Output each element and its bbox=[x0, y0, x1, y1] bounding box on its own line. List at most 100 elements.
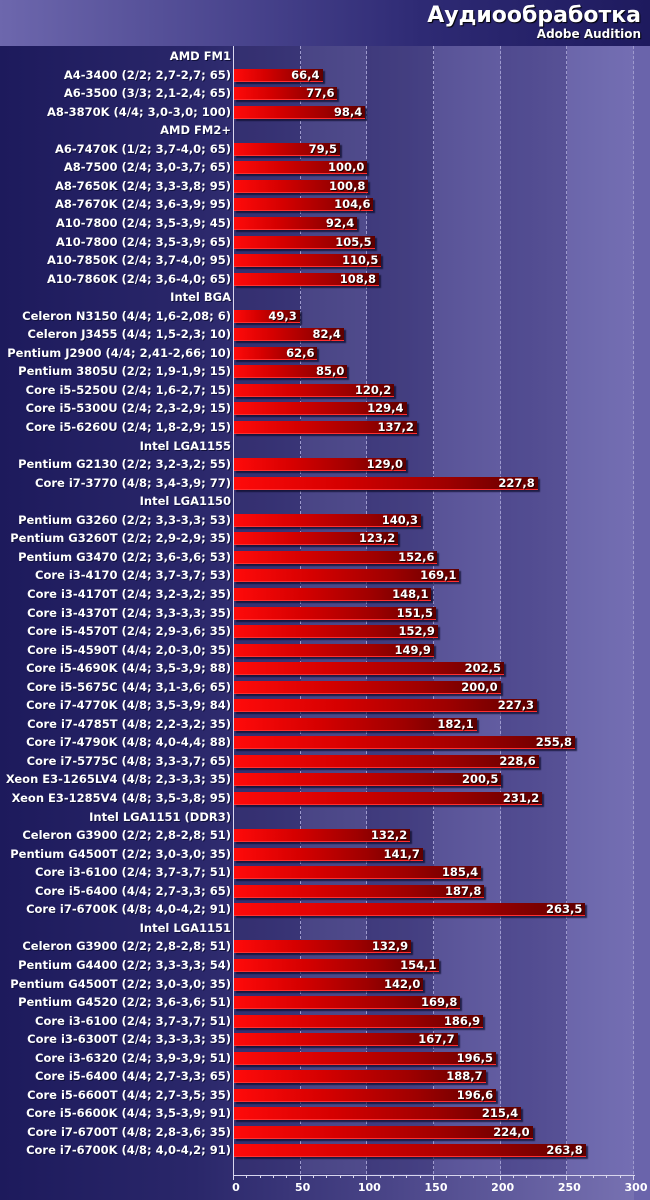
y-axis-line bbox=[233, 46, 234, 1176]
x-minor-tick bbox=[419, 1175, 421, 1178]
bar bbox=[234, 569, 460, 583]
bar-value-label: 152,6 bbox=[398, 549, 435, 564]
bar-value-label: 154,1 bbox=[400, 957, 437, 972]
bar bbox=[234, 476, 538, 490]
bar-value-label: 66,4 bbox=[291, 67, 320, 82]
bar bbox=[234, 272, 380, 286]
bar-value-label: 148,1 bbox=[392, 586, 429, 601]
bar-value-label: 77,6 bbox=[306, 86, 335, 101]
category-label: A8-7670K (2/4; 3,6-3,9; 95) bbox=[54, 197, 231, 212]
category-label: Core i5-4690K (4/4; 3,5-3,9; 88) bbox=[26, 661, 231, 676]
group-label: AMD FM1 bbox=[169, 49, 231, 63]
x-tick-mark bbox=[233, 1175, 234, 1180]
bar-value-label: 255,8 bbox=[535, 735, 573, 750]
bar bbox=[234, 662, 504, 676]
category-label: Core i3-4170 (2/4; 3,7-3,7; 53) bbox=[35, 568, 231, 583]
bar-value-label: 151,5 bbox=[396, 605, 433, 620]
bar bbox=[234, 513, 422, 527]
chart-header: Аудиообработка Adobe Audition bbox=[0, 0, 650, 46]
bar bbox=[234, 198, 374, 212]
category-label: A4-3400 (2/2; 2,7-2,7; 65) bbox=[63, 67, 231, 82]
bar bbox=[234, 829, 411, 843]
category-label: Core i7-5775C (4/8; 3,3-3,7; 65) bbox=[26, 753, 231, 768]
bar-value-label: 152,9 bbox=[398, 624, 435, 639]
bar bbox=[234, 105, 366, 119]
bar bbox=[234, 977, 424, 991]
bar bbox=[234, 884, 485, 898]
bar-value-label: 263,8 bbox=[546, 1143, 583, 1158]
category-label: Core i7-4790K (4/8; 4,0-4,4; 88) bbox=[26, 735, 231, 750]
x-minor-tick bbox=[406, 1175, 408, 1178]
category-label: Pentium G4520 (2/2; 3,6-3,6; 51) bbox=[18, 995, 231, 1010]
category-label: Core i5-6400 (4/4; 2,7-3,3; 65) bbox=[35, 1069, 231, 1084]
bar bbox=[234, 1125, 533, 1139]
x-axis-line bbox=[233, 1175, 635, 1176]
bar-value-label: 108,8 bbox=[339, 271, 377, 286]
bar-value-label: 196,6 bbox=[456, 1087, 494, 1102]
x-tick-label: 100 bbox=[357, 1181, 381, 1194]
x-minor-tick bbox=[473, 1175, 474, 1178]
category-label: Pentium G4500T (2/2; 3,0-3,0; 35) bbox=[10, 846, 231, 861]
group-label: Intel BGA bbox=[170, 290, 231, 305]
bar bbox=[234, 87, 338, 101]
category-label: Pentium G3260 (2/2; 3,3-3,3; 53) bbox=[18, 512, 231, 527]
bar-value-label: 79,5 bbox=[308, 141, 337, 156]
category-label: Core i7-6700K (4/8; 4,0-4,2; 91) bbox=[26, 1143, 231, 1158]
bar-value-label: 224,0 bbox=[493, 1124, 530, 1139]
bar-value-label: 169,8 bbox=[421, 995, 458, 1010]
bar-value-label: 169,1 bbox=[420, 568, 457, 583]
bar bbox=[234, 736, 576, 750]
bar bbox=[234, 216, 358, 230]
bar-value-label: 129,4 bbox=[367, 401, 404, 416]
gridline bbox=[566, 46, 568, 1174]
bar-value-label: 186,9 bbox=[443, 1013, 481, 1028]
bar-value-label: 200,5 bbox=[461, 772, 499, 787]
bar bbox=[234, 550, 438, 564]
category-label: Pentium G3470 (2/2; 3,6-3,6; 53) bbox=[18, 549, 231, 564]
group-label: Intel LGA1151 (DDR3) bbox=[89, 809, 231, 824]
category-label: Core i5-6600T (4/4; 2,7-3,5; 35) bbox=[27, 1087, 231, 1102]
bar bbox=[234, 142, 340, 156]
category-label: Core i5-5675C (4/4; 3,1-3,6; 65) bbox=[26, 679, 231, 694]
bar bbox=[234, 680, 501, 694]
bar bbox=[234, 1107, 522, 1121]
x-minor-tick bbox=[286, 1175, 288, 1178]
bar-value-label: 120,2 bbox=[354, 382, 392, 397]
bar bbox=[234, 1051, 496, 1065]
category-label: Core i7-4770K (4/8; 3,5-3,9; 84) bbox=[26, 698, 231, 713]
bar bbox=[234, 625, 438, 639]
x-minor-tick bbox=[593, 1175, 594, 1178]
x-minor-tick bbox=[459, 1175, 461, 1178]
bar bbox=[234, 903, 586, 917]
category-label: A10-7800 (2/4; 3,5-3,9; 45) bbox=[55, 215, 231, 230]
bar-value-label: 137,2 bbox=[377, 420, 414, 434]
category-label: Core i7-4785T (4/8; 2,2-3,2; 35) bbox=[27, 716, 231, 731]
category-label: Core i5-5250U (2/4; 1,6-2,7; 15) bbox=[25, 382, 231, 397]
bar bbox=[234, 940, 412, 954]
category-label: Core i7-3770 (4/8; 3,4-3,9; 77) bbox=[35, 475, 231, 490]
bar-value-label: 132,9 bbox=[371, 939, 409, 954]
bar bbox=[234, 847, 423, 861]
bar-value-label: 98,4 bbox=[333, 104, 363, 119]
bar bbox=[234, 1144, 586, 1158]
x-minor-tick bbox=[393, 1175, 394, 1178]
category-label: Core i5-4590T (4/4; 2,0-3,0; 35) bbox=[27, 642, 231, 657]
bar-value-label: 132,2 bbox=[370, 828, 408, 843]
x-tick-mark bbox=[499, 1175, 501, 1180]
category-label: A6-7470K (1/2; 3,7-4,0; 65) bbox=[54, 141, 231, 156]
category-label: A6-3500 (3/3; 2,1-2,4; 65) bbox=[63, 86, 231, 101]
bar-value-label: 228,6 bbox=[499, 753, 536, 768]
bar bbox=[234, 996, 461, 1010]
chart-title: Аудиообработка bbox=[427, 3, 641, 28]
gridline bbox=[633, 46, 634, 1174]
x-minor-tick bbox=[273, 1175, 274, 1178]
bar bbox=[234, 68, 323, 82]
group-label: Intel LGA1151 bbox=[139, 920, 231, 935]
bar-value-label: 100,0 bbox=[327, 160, 365, 175]
category-label: A8-3870K (4/4; 3,0-3,0; 100) bbox=[46, 104, 231, 119]
x-tick-mark bbox=[366, 1175, 368, 1180]
bar-value-label: 49,3 bbox=[268, 308, 297, 323]
bar bbox=[234, 792, 543, 805]
bar-value-label: 92,4 bbox=[325, 215, 355, 230]
category-label: A10-7850K (2/4; 3,7-4,0; 95) bbox=[46, 253, 231, 268]
